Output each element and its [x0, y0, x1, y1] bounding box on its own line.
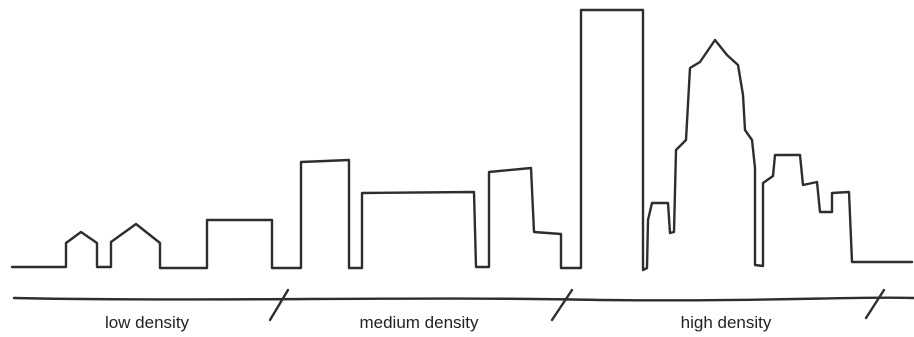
ground-line — [12, 296, 914, 302]
low-density-label: low density — [104, 313, 190, 332]
high-end-divider — [864, 288, 886, 320]
medium-high-divider — [550, 288, 574, 322]
low-medium-divider — [268, 288, 290, 322]
medium-density-label: medium density — [359, 313, 479, 332]
skyline-outline — [10, 8, 914, 272]
high-density-label: high density — [680, 313, 772, 332]
